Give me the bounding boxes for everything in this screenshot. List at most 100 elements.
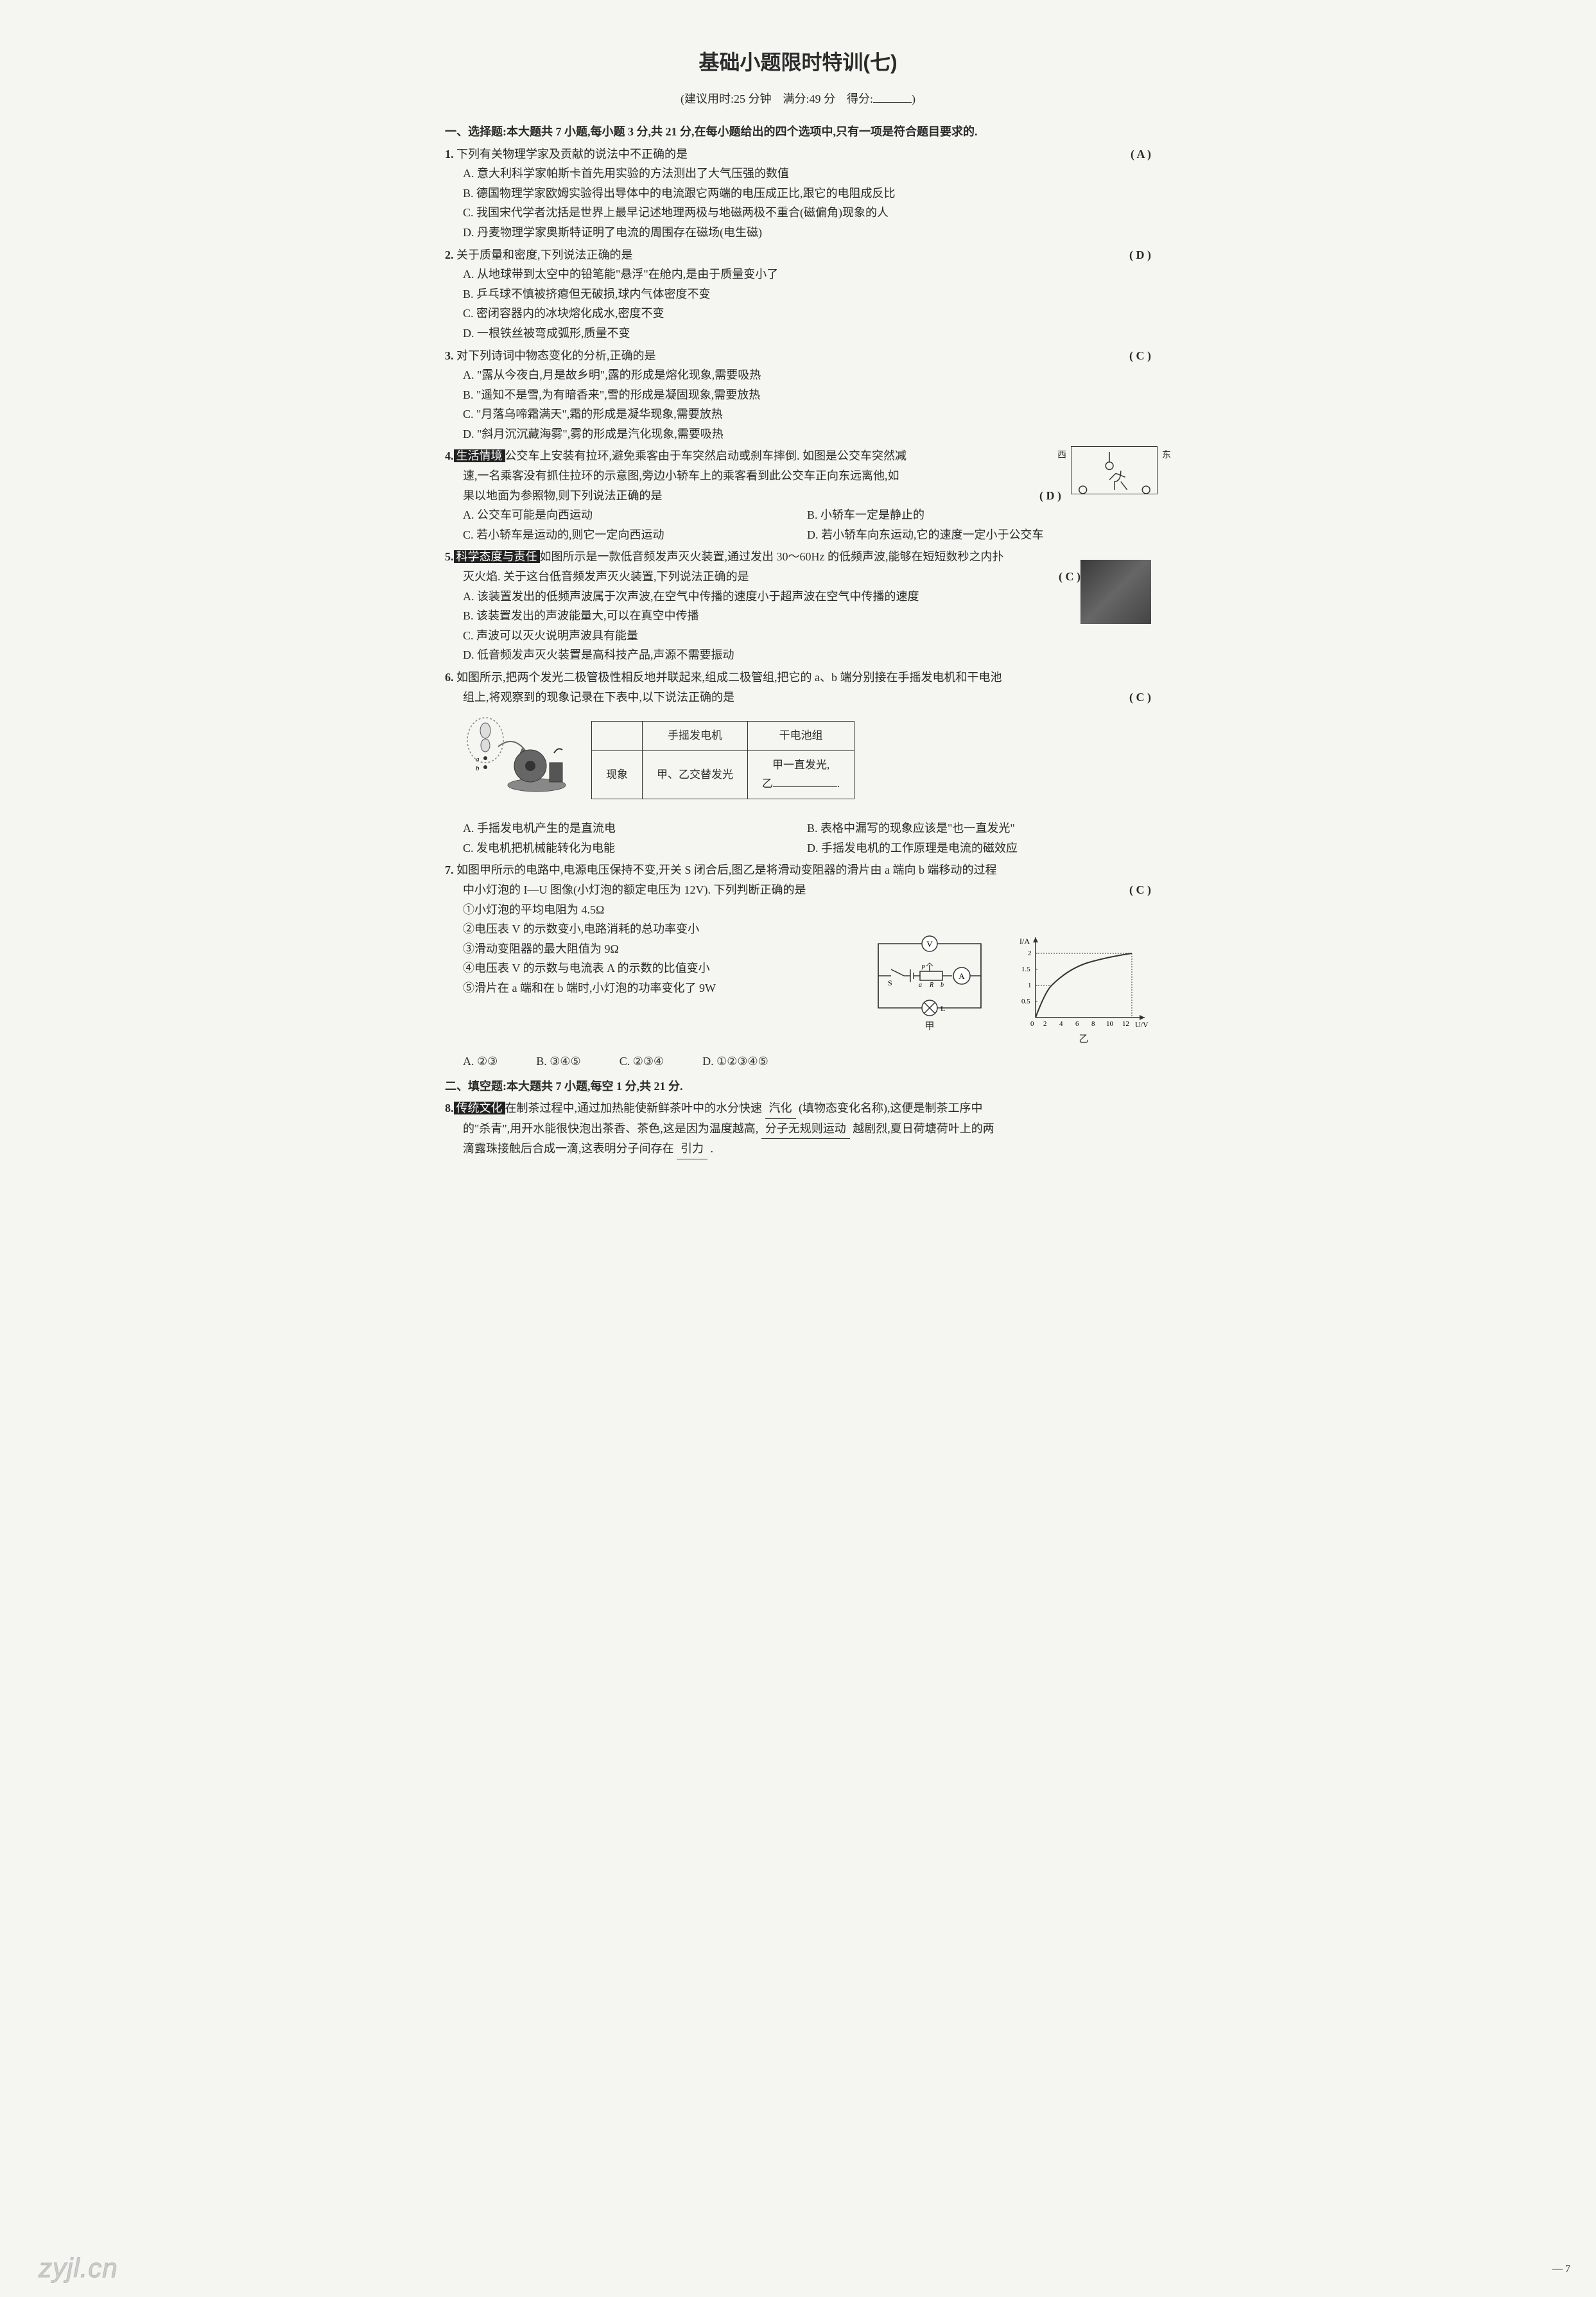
q3-opt-c: C. "月落乌啼霜满天",霜的形成是凝华现象,需要放热 bbox=[463, 404, 1151, 424]
svg-text:R: R bbox=[929, 982, 933, 989]
q7-opt-b: B. ③④⑤ bbox=[536, 1052, 580, 1071]
svg-text:4: 4 bbox=[1059, 1020, 1063, 1028]
q4-west-label: 西 bbox=[1057, 448, 1066, 464]
q2-opt-a: A. 从地球带到太空中的铅笔能"悬浮"在舱内,是由于质量变小了 bbox=[463, 264, 1151, 284]
q1-answer: ( A ) bbox=[1131, 144, 1151, 164]
q6-th2: 干电池组 bbox=[748, 722, 854, 751]
q3-stem: 对下列诗词中物态变化的分析,正确的是 bbox=[454, 349, 656, 362]
q7-stem1: 如图甲所示的电路中,电源电压保持不变,开关 S 闭合后,图乙是将滑动变阻器的滑片… bbox=[454, 863, 997, 876]
question-6: 6. 如图所示,把两个发光二极管极性相反地并联起来,组成二极管组,把它的 a、b… bbox=[445, 668, 1151, 858]
q5-stem2: 灭火焰. 关于这台低音频发声灭火装置,下列说法正确的是 bbox=[463, 570, 749, 583]
q3-opt-b: B. "遥知不是雪,为有暗香来",雪的形成是凝固现象,需要放热 bbox=[463, 385, 1151, 405]
q6-opt-a: A. 手摇发电机产生的是直流电 bbox=[463, 819, 807, 838]
q6-cell2a: 甲一直发光, bbox=[772, 759, 829, 771]
q8-t3: 的"杀青",用开水能很快泡出茶香、茶色,这是因为温度越高, bbox=[463, 1122, 758, 1135]
svg-text:a: a bbox=[476, 756, 480, 763]
q4-tag: 生活情境 bbox=[454, 449, 505, 462]
q2-answer: ( D ) bbox=[1129, 245, 1151, 265]
q6-motor-diagram: a b bbox=[463, 715, 572, 811]
svg-text:A: A bbox=[958, 971, 965, 981]
svg-text:8: 8 bbox=[1091, 1020, 1095, 1028]
q3-opt-a: A. "露从今夜白,月是故乡明",露的形成是熔化现象,需要吸热 bbox=[463, 365, 1151, 385]
q4-opt-b: B. 小轿车一定是静止的 bbox=[807, 505, 1151, 525]
page-title: 基础小题限时特训(七) bbox=[445, 45, 1151, 80]
svg-text:S: S bbox=[888, 978, 892, 987]
svg-text:U/V: U/V bbox=[1135, 1020, 1149, 1029]
q6-opt-c: C. 发电机把机械能转化为电能 bbox=[463, 838, 807, 858]
q1-stem: 下列有关物理学家及贡献的说法中不正确的是 bbox=[454, 148, 688, 160]
page-number: — 7 bbox=[1552, 2260, 1570, 2278]
q5-opt-d: D. 低音频发声灭火装置是高科技产品,声源不需要振动 bbox=[463, 645, 1074, 665]
q8-ans2: 分子无规则运动 bbox=[761, 1119, 850, 1140]
q6-answer: ( C ) bbox=[1129, 688, 1151, 707]
q6-cell1: 甲、乙交替发光 bbox=[643, 751, 748, 799]
svg-text:b: b bbox=[941, 982, 944, 989]
svg-text:P: P bbox=[921, 964, 925, 971]
q4-opt-c: C. 若小轿车是运动的,则它一定向西运动 bbox=[463, 525, 807, 545]
svg-text:6: 6 bbox=[1075, 1020, 1079, 1028]
q8-t1: 在制茶过程中,通过加热能使新鲜茶叶中的水分快速 bbox=[505, 1102, 763, 1114]
q8-t2: (填物态变化名称),这便是制茶工序中 bbox=[799, 1102, 983, 1114]
q2-stem: 关于质量和密度,下列说法正确的是 bbox=[454, 248, 633, 261]
q7-circuit: V S P a R b bbox=[869, 934, 991, 1048]
svg-text:0.5: 0.5 bbox=[1021, 998, 1030, 1005]
q5-opt-b: B. 该装置发出的声波能量大,可以在真空中传播 bbox=[463, 606, 1074, 626]
q4-east-label: 东 bbox=[1162, 448, 1171, 464]
svg-text:0: 0 bbox=[1030, 1020, 1034, 1028]
q4-stem1: 公交车上安装有拉环,避免乘客由于车突然启动或刹车摔倒. 如图是公交车突然减 bbox=[505, 449, 907, 462]
q2-opt-c: C. 密闭容器内的冰块熔化成水,密度不变 bbox=[463, 304, 1151, 324]
q5-opt-c: C. 声波可以灭火说明声波具有能量 bbox=[463, 626, 1074, 646]
question-1: 1. 下列有关物理学家及贡献的说法中不正确的是 ( A ) A. 意大利科学家帕… bbox=[445, 144, 1151, 243]
question-2: 2. 关于质量和密度,下列说法正确的是 ( D ) A. 从地球带到太空中的铅笔… bbox=[445, 245, 1151, 343]
svg-text:a: a bbox=[919, 982, 922, 989]
question-3: 3. 对下列诗词中物态变化的分析,正确的是 ( C ) A. "露从今夜白,月是… bbox=[445, 346, 1151, 444]
svg-text:1.5: 1.5 bbox=[1021, 966, 1030, 973]
subtitle-suffix: ) bbox=[912, 92, 915, 105]
svg-text:12: 12 bbox=[1122, 1020, 1129, 1028]
q8-ans3: 引力 bbox=[677, 1139, 707, 1159]
q4-num: 4. bbox=[445, 449, 454, 462]
subtitle-prefix: (建议用时:25 分钟 满分:49 分 得分: bbox=[681, 92, 873, 105]
q7-graph: I/A U/V 0 0.5 1 1.5 2 2 4 6 8 10 12 bbox=[1016, 934, 1151, 1048]
section1-head: 一、选择题:本大题共 7 小题,每小题 3 分,共 21 分,在每小题给出的四个… bbox=[445, 122, 1151, 142]
q2-num: 2. bbox=[445, 248, 454, 261]
svg-text:10: 10 bbox=[1106, 1020, 1114, 1028]
q3-num: 3. bbox=[445, 349, 454, 362]
q4-opt-a: A. 公交车可能是向西运动 bbox=[463, 505, 807, 525]
q7-opt-d: D. ①②③④⑤ bbox=[702, 1052, 768, 1071]
q7-answer: ( C ) bbox=[1129, 880, 1151, 900]
svg-text:2: 2 bbox=[1028, 949, 1032, 957]
question-5: 5.科学态度与责任如图所示是一款低音频发声灭火装置,通过发出 30～60Hz 的… bbox=[445, 547, 1151, 665]
q8-t5: 滴露珠接触后合成一滴,这表明分子间存在 bbox=[463, 1142, 674, 1155]
q8-tag: 传统文化 bbox=[454, 1102, 505, 1114]
q1-opt-a: A. 意大利科学家帕斯卡首先用实验的方法测出了大气压强的数值 bbox=[463, 164, 1151, 184]
q1-num: 1. bbox=[445, 148, 454, 160]
svg-text:L: L bbox=[941, 1004, 945, 1013]
q7-opt-c: C. ②③④ bbox=[620, 1052, 664, 1071]
question-8: 8.传统文化在制茶过程中,通过加热能使新鲜茶叶中的水分快速 汽化 (填物态变化名… bbox=[445, 1098, 1151, 1159]
q5-stem1: 如图所示是一款低音频发声灭火装置,通过发出 30～60Hz 的低频声波,能够在短… bbox=[540, 550, 1004, 563]
q7-s1: ①小灯泡的平均电阻为 4.5Ω bbox=[463, 900, 804, 920]
q6-fill-blank bbox=[773, 786, 837, 787]
q1-opt-d: D. 丹麦物理学家奥斯特证明了电流的周围存在磁场(电生磁) bbox=[463, 223, 1151, 243]
svg-text:V: V bbox=[926, 939, 933, 949]
q6-cell2c: . bbox=[837, 777, 840, 790]
q5-answer: ( C ) bbox=[1059, 567, 1080, 587]
q5-opt-a: A. 该装置发出的低频声波属于次声波,在空气中传播的速度小于超声波在空气中传播的… bbox=[463, 587, 1074, 607]
subtitle: (建议用时:25 分钟 满分:49 分 得分:) bbox=[445, 89, 1151, 109]
q6-row-label: 现象 bbox=[592, 751, 643, 799]
q8-num: 8. bbox=[445, 1102, 454, 1114]
q7-opt-a: A. ②③ bbox=[463, 1052, 498, 1071]
q6-opt-d: D. 手摇发电机的工作原理是电流的磁效应 bbox=[807, 838, 1151, 858]
q8-t4: 越剧烈,夏日荷塘荷叶上的两 bbox=[853, 1122, 994, 1135]
svg-text:1: 1 bbox=[1028, 982, 1032, 989]
q5-photo bbox=[1080, 560, 1151, 624]
section2-head: 二、填空题:本大题共 7 小题,每空 1 分,共 21 分. bbox=[445, 1077, 1151, 1096]
q5-num: 5. bbox=[445, 550, 454, 563]
q6-table: 手摇发电机 干电池组 现象 甲、乙交替发光 甲一直发光, 乙. bbox=[591, 721, 854, 799]
question-4: 西 东 4.生活情境公交车上安装有拉环,避免乘客由于车突然启动或刹车摔倒. 如图… bbox=[445, 446, 1151, 544]
q8-ans1: 汽化 bbox=[765, 1098, 796, 1119]
q3-answer: ( C ) bbox=[1129, 346, 1151, 366]
q1-opt-c: C. 我国宋代学者沈括是世界上最早记述地理两极与地磁两极不重合(磁偏角)现象的人 bbox=[463, 203, 1151, 223]
q4-answer: ( D ) bbox=[1039, 486, 1061, 506]
